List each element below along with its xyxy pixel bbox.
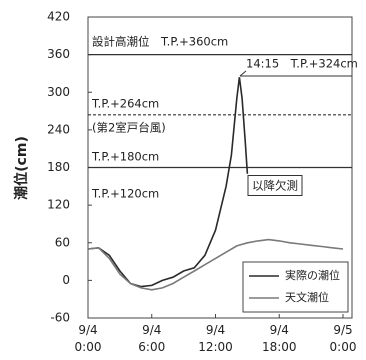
legend-label: 実際の潮位 [285, 268, 340, 282]
y-tick-label: 180 [47, 160, 70, 174]
legend-label: 天文潮位 [285, 290, 329, 304]
x-tick-label: 9/5 0:00 [330, 323, 357, 354]
annotation: 設計高潮位 T.P.+360cm [92, 35, 228, 49]
annotation: 以降欠測 [252, 179, 298, 193]
y-tick-label: 240 [47, 122, 70, 136]
annotation: T.P.+264cm [91, 97, 159, 111]
arrow [239, 70, 247, 77]
annotation: T.P.+180cm [91, 150, 159, 164]
annotation: 14:15 T.P.+324cm [246, 57, 358, 71]
y-tick-label: -60 [50, 311, 70, 325]
legend-box [242, 261, 349, 313]
y-tick-label: 0 [62, 273, 70, 287]
x-tick-label: 9/4 0:00 [75, 323, 102, 354]
x-tick-label: 9/4 18:00 [262, 323, 297, 354]
x-tick-label: 9/4 6:00 [138, 323, 165, 354]
y-tick-label: 360 [47, 47, 70, 61]
series-line [87, 238, 344, 291]
y-tick-label: 120 [47, 198, 70, 212]
y-tick-label: 60 [55, 235, 70, 249]
annotation-box [247, 175, 303, 196]
annotation: T.P.+120cm [91, 187, 159, 201]
series-line [87, 77, 249, 288]
y-tick-label: 420 [47, 10, 70, 24]
y-tick-label: 300 [47, 85, 70, 99]
y-axis-label: 潮位(cm) [13, 136, 30, 200]
annotation: (第2室戸台風) [92, 121, 166, 135]
x-tick-label: 9/4 12:00 [198, 323, 233, 354]
